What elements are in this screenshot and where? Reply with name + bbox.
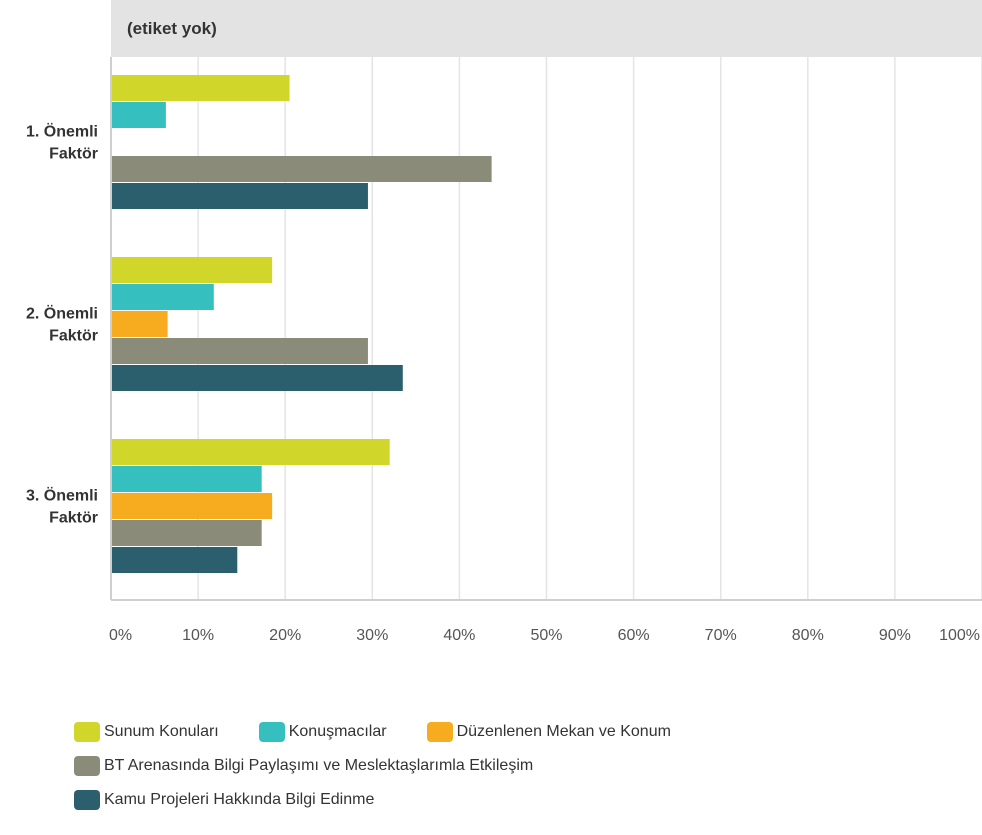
bar xyxy=(111,284,214,310)
x-tick-label: 50% xyxy=(530,627,562,644)
bar xyxy=(111,439,390,465)
x-tick-label: 90% xyxy=(879,627,911,644)
legend-item-kamu-projeleri[interactable]: Kamu Projeleri Hakkında Bilgi Edinme xyxy=(74,790,374,810)
x-tick-label: 10% xyxy=(182,627,214,644)
bar xyxy=(111,75,290,101)
chart-header: (etiket yok) xyxy=(111,0,982,57)
bar xyxy=(111,520,262,546)
category-label: Faktör xyxy=(49,510,98,527)
category-label: 1. Önemli xyxy=(26,122,98,141)
bar xyxy=(111,156,492,182)
legend-swatch xyxy=(74,722,100,742)
category-label: 3. Önemli xyxy=(26,486,98,505)
chart-title: (etiket yok) xyxy=(127,19,217,38)
bar xyxy=(111,466,262,492)
bar xyxy=(111,493,273,519)
x-tick-label: 0% xyxy=(109,627,132,644)
legend-swatch xyxy=(258,722,285,742)
category-labels: 1. Önemli Faktör 2. Önemli Faktör 3. Önemli F… xyxy=(26,122,98,527)
legend-swatch xyxy=(426,722,453,742)
legend-row: BT Arenasında Bilgi Paylaşımı ve Meslekt… xyxy=(74,754,954,778)
bar xyxy=(111,183,368,209)
bar xyxy=(111,338,368,364)
bar xyxy=(111,102,166,128)
legend-row: Sunum Konuları Konuşmacılar Düzenlenen M… xyxy=(74,720,954,744)
legend-label: Düzenlenen Mekan ve Konum xyxy=(456,723,671,740)
legend-item-sunum-konulari[interactable]: Sunum Konuları xyxy=(74,722,219,742)
legend-row: Kamu Projeleri Hakkında Bilgi Edinme xyxy=(74,788,954,812)
x-tick-label: 30% xyxy=(356,627,388,644)
category-label: Faktör xyxy=(49,146,98,163)
bar xyxy=(111,257,273,283)
legend: Sunum Konuları Konuşmacılar Düzenlenen M… xyxy=(74,720,954,822)
bar xyxy=(111,365,403,391)
bar xyxy=(111,547,238,573)
x-tick-label: 40% xyxy=(443,627,475,644)
x-tick-label: 80% xyxy=(792,627,824,644)
category-label: Faktör xyxy=(49,328,98,345)
x-tick-label: 20% xyxy=(269,627,301,644)
legend-swatch xyxy=(74,790,100,810)
legend-label: BT Arenasında Bilgi Paylaşımı ve Meslekt… xyxy=(104,757,534,774)
legend-item-bt-arenasi[interactable]: BT Arenasında Bilgi Paylaşımı ve Meslekt… xyxy=(74,756,533,776)
x-tick-label: 60% xyxy=(618,627,650,644)
x-tick-label: 100% xyxy=(939,627,980,644)
legend-item-konusmacilar[interactable]: Konuşmacılar xyxy=(258,722,387,742)
legend-label: Kamu Projeleri Hakkında Bilgi Edinme xyxy=(104,791,375,808)
legend-label: Sunum Konuları xyxy=(104,723,219,740)
axes xyxy=(110,57,982,601)
legend-swatch xyxy=(74,756,100,776)
legend-label: Konuşmacılar xyxy=(288,723,387,740)
bar xyxy=(111,311,168,337)
grid-lines xyxy=(197,57,982,600)
bars xyxy=(111,75,492,573)
category-label: 2. Önemli xyxy=(26,304,98,323)
legend-item-duzenlenen-mekan[interactable]: Düzenlenen Mekan ve Konum xyxy=(426,722,671,742)
chart-header-bar xyxy=(111,0,982,57)
x-tick-label: 70% xyxy=(705,627,737,644)
x-tick-labels: 0% 10% 20% 30% 40% 50% 60% 70% 80% 90% 100% xyxy=(109,627,980,644)
